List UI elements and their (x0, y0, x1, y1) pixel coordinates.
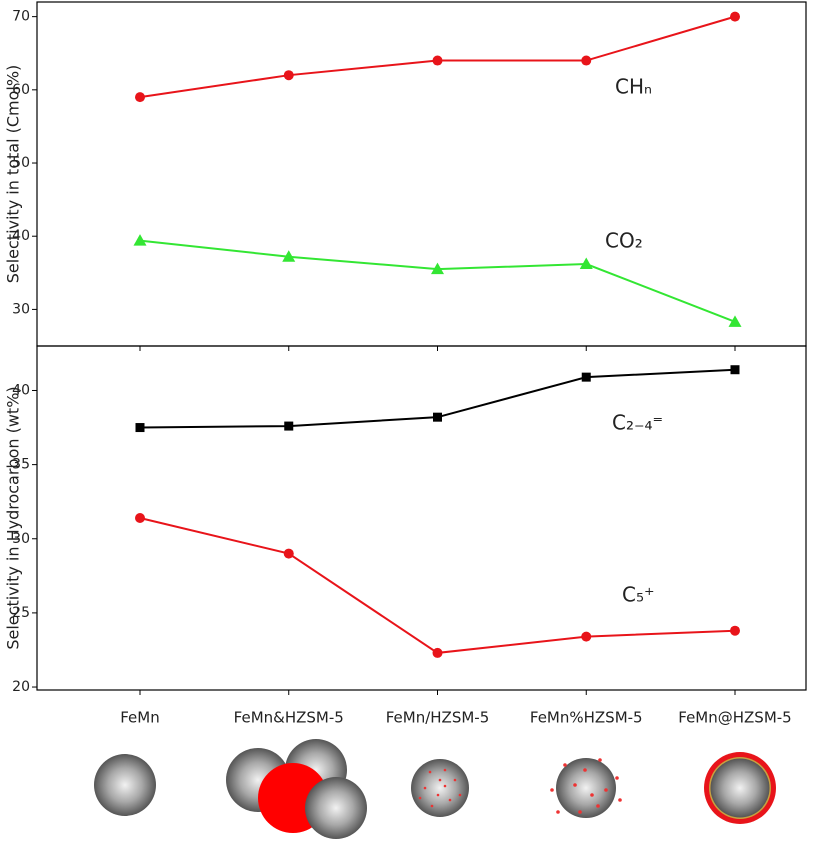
point (579, 257, 593, 270)
point (728, 315, 742, 327)
plot-frame (36, 1, 807, 347)
x-tick-label: FeMn&HZSM-5 (234, 709, 344, 727)
point (431, 262, 444, 275)
y-tick-label: 60 (12, 82, 30, 98)
y-tick-label: 30 (12, 301, 30, 317)
point (730, 625, 740, 636)
y-axis-title: Selectivity in total (Cmol%) (4, 65, 23, 284)
point (581, 55, 592, 66)
x-tick-label: FeMn%HZSM-5 (530, 709, 643, 727)
series-line (139, 239, 736, 323)
point (135, 92, 145, 103)
y-axis-title: Selectivity in Hydrocarbon (wt%) (4, 386, 23, 649)
point (432, 55, 443, 66)
y-tick-label: 20 (12, 679, 30, 695)
point (283, 548, 294, 559)
y-tick-label: 50 (12, 155, 30, 171)
point (283, 70, 294, 81)
y-tick-label: 35 (12, 457, 30, 473)
point (730, 365, 740, 375)
point (581, 631, 592, 642)
x-tick-label: FeMn (120, 709, 160, 727)
series-label: C₂₋₄⁼ (612, 411, 663, 435)
y-tick-label: 40 (12, 382, 30, 398)
point (282, 250, 296, 262)
series-label: C₅⁺ (622, 583, 655, 607)
point (433, 412, 442, 422)
point (730, 11, 740, 22)
point (135, 423, 145, 433)
point (133, 234, 147, 246)
point (135, 513, 145, 523)
y-tick-label: 30 (12, 531, 30, 547)
point (284, 421, 294, 431)
point (432, 647, 443, 658)
y-tick-label: 25 (12, 605, 30, 621)
plot-frame (36, 345, 807, 691)
x-tick-label: FeMn/HZSM-5 (386, 709, 490, 727)
y-tick-label: 40 (12, 228, 30, 244)
x-tick-label: FeMn@HZSM-5 (678, 709, 791, 727)
series-label: CHₙ (615, 75, 652, 99)
illustrations (94, 739, 776, 839)
series-label: CO₂ (605, 229, 643, 253)
y-tick-label: 70 (12, 9, 30, 25)
point (581, 372, 591, 382)
